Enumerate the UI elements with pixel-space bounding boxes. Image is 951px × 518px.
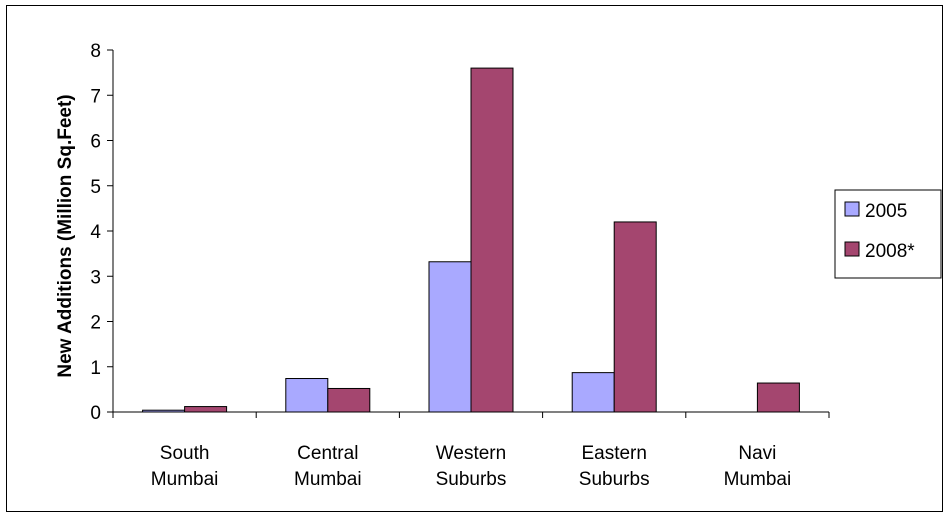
bar-2008-3 bbox=[613, 221, 657, 413]
bar-2005-1 bbox=[285, 378, 329, 413]
x-category-label-line: Central bbox=[297, 443, 358, 464]
y-tick-label-5: 5 bbox=[90, 177, 101, 198]
y-tick-label-8: 8 bbox=[90, 41, 101, 62]
x-category-label-line: Suburbs bbox=[436, 469, 507, 490]
bar-2008-1 bbox=[327, 387, 371, 413]
bars-layer bbox=[142, 67, 800, 413]
x-category-label-line: Suburbs bbox=[579, 469, 650, 490]
y-tick-label-6: 6 bbox=[90, 132, 101, 153]
bar-2008-0 bbox=[184, 406, 228, 413]
x-category-label-1: Central Mumbai bbox=[294, 443, 362, 490]
y-tick-label-4: 4 bbox=[90, 222, 101, 243]
x-category-label-line: Navi bbox=[738, 443, 776, 464]
legend-swatch-1 bbox=[844, 241, 860, 257]
y-tick-label-3: 3 bbox=[90, 267, 101, 288]
y-tick-label-0: 0 bbox=[90, 403, 101, 424]
bar-2008-2 bbox=[470, 67, 514, 413]
legend-label-0: 2005 bbox=[865, 201, 907, 222]
bar-2005-3 bbox=[571, 372, 615, 413]
x-category-label-0: South Mumbai bbox=[151, 443, 219, 490]
x-category-label-2: Western Suburbs bbox=[436, 443, 507, 490]
x-category-label-3: Eastern Suburbs bbox=[579, 443, 650, 490]
y-tick-label-7: 7 bbox=[90, 86, 101, 107]
bar-2005-2 bbox=[428, 261, 472, 413]
axes-layer: 0 1 2 3 4 5 6 7 8 South Mumbai Central Mumbai Western… bbox=[90, 41, 830, 490]
bar-2008-4 bbox=[756, 382, 800, 413]
x-category-label-line: Mumbai bbox=[724, 469, 792, 490]
x-category-label-line: Eastern bbox=[581, 443, 646, 464]
x-category-label-line: Western bbox=[436, 443, 506, 464]
legend-swatch-0 bbox=[844, 201, 860, 217]
legend: 2005 2008* bbox=[834, 189, 942, 279]
legend-label-1: 2008* bbox=[865, 241, 915, 262]
x-category-label-line: Mumbai bbox=[151, 469, 219, 490]
y-tick-label-1: 1 bbox=[90, 358, 101, 379]
x-category-label-line: South bbox=[160, 443, 210, 464]
y-axis-label: New Additions (Million Sq.Feet) bbox=[55, 94, 76, 377]
y-tick-label-2: 2 bbox=[90, 313, 101, 334]
x-category-label-4: Navi Mumbai bbox=[724, 443, 792, 490]
x-category-label-line: Mumbai bbox=[294, 469, 362, 490]
